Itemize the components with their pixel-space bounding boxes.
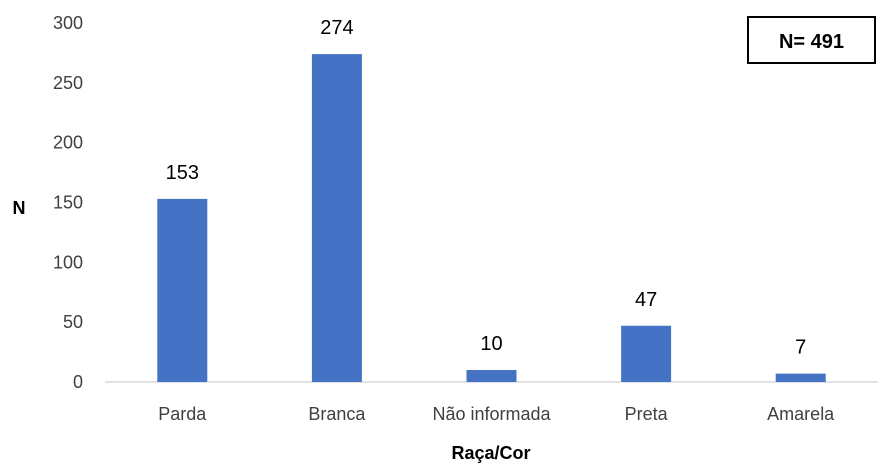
data-label-0: 153 bbox=[166, 162, 199, 184]
y-tick-label: 100 bbox=[53, 252, 83, 272]
x-axis-title: Raça/Cor bbox=[451, 443, 530, 463]
x-axis-tick-labels: Parda Branca Não informada Preta Amarela bbox=[158, 404, 835, 424]
y-axis-title: N bbox=[13, 198, 26, 218]
bar-3 bbox=[621, 325, 672, 382]
data-label-2: 10 bbox=[480, 333, 502, 355]
y-tick-label: 300 bbox=[53, 13, 83, 33]
x-tick-label-2: Não informada bbox=[432, 404, 551, 424]
bar-2 bbox=[466, 370, 517, 382]
bar-4 bbox=[775, 373, 826, 382]
data-label-1: 274 bbox=[320, 17, 353, 39]
x-tick-label-4: Amarela bbox=[767, 404, 835, 424]
y-tick-label: 50 bbox=[63, 312, 83, 332]
data-labels: 153 274 10 47 7 bbox=[166, 17, 807, 359]
sample-size-box: N= 491 bbox=[747, 16, 876, 64]
data-label-4: 7 bbox=[795, 337, 806, 359]
bars bbox=[157, 54, 826, 382]
y-tick-label: 0 bbox=[73, 372, 83, 392]
x-tick-label-3: Preta bbox=[625, 404, 669, 424]
x-tick-label-1: Branca bbox=[308, 404, 366, 424]
y-tick-label: 150 bbox=[53, 193, 83, 213]
bar-1 bbox=[311, 54, 362, 382]
x-tick-label-0: Parda bbox=[158, 404, 207, 424]
y-axis-ticks: 0 50 100 150 200 250 300 bbox=[53, 13, 83, 392]
sample-size-label: N= 491 bbox=[779, 31, 844, 53]
data-label-3: 47 bbox=[635, 289, 657, 311]
y-tick-label: 200 bbox=[53, 133, 83, 153]
y-tick-label: 250 bbox=[53, 73, 83, 93]
sample-size-box-border bbox=[747, 16, 876, 64]
bar-0 bbox=[157, 198, 208, 382]
